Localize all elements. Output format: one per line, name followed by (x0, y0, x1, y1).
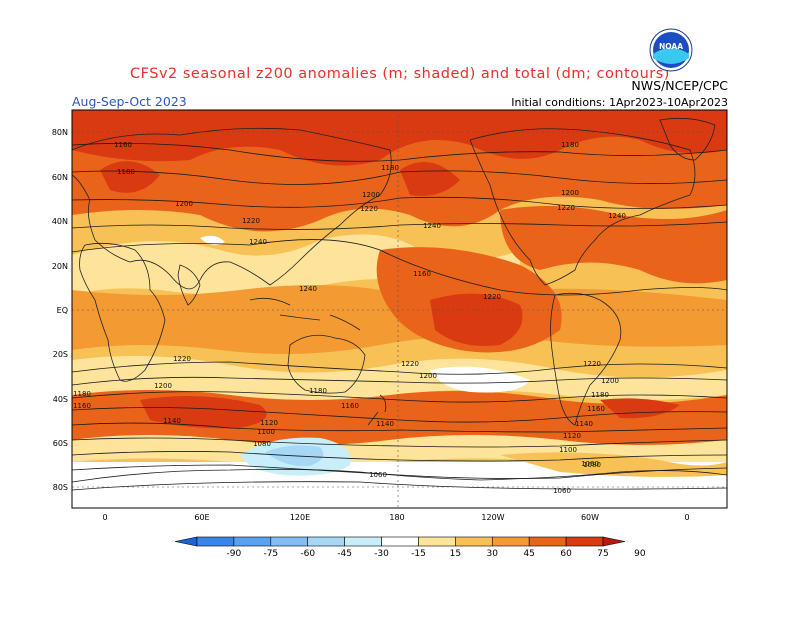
latitude-label: 60N (52, 173, 68, 182)
colorbar-tick-label: 45 (523, 549, 534, 559)
contour-label: 1160 (587, 405, 605, 413)
contour-label: 1220 (557, 204, 575, 212)
colorbar-swatch (196, 536, 235, 547)
contour-label: 1060 (553, 487, 571, 495)
initial-conditions-label: Initial conditions: 1Apr2023-10Apr2023 (511, 96, 728, 109)
contour-label: 1180 (591, 391, 609, 399)
colorbar-swatch (528, 536, 567, 547)
colorbar: -90 -75 -60 -45 -30 -15 15 30 45 60 75 90 (174, 536, 646, 559)
shaded-anomaly-field (72, 110, 727, 508)
latitude-label: 40S (53, 395, 68, 404)
contour-label: 1240 (423, 222, 441, 230)
map-frame (71, 109, 728, 509)
colorbar-swatch (565, 536, 604, 547)
contour-label: 1160 (413, 270, 431, 278)
contour-label: 1240 (299, 285, 317, 293)
colorbar-max-arrow (602, 536, 626, 547)
page-title: CFSv2 seasonal z200 anomalies (m; shaded… (130, 66, 670, 82)
noaa-logo-icon: NOAA (649, 28, 693, 72)
longitude-label: 0 (684, 513, 689, 522)
longitude-label: 60E (194, 513, 209, 522)
contour-label: 1240 (608, 212, 626, 220)
continent-outlines (72, 117, 727, 483)
contour-label: 1120 (260, 419, 278, 427)
contour-label: 1120 (563, 432, 581, 440)
contour-label: 1200 (419, 372, 437, 380)
height-contours (72, 142, 727, 491)
colorbar-swatch (307, 536, 345, 547)
colorbar-tick-label: -60 (300, 549, 315, 559)
contour-label: 1060 (581, 460, 599, 468)
colorbar-tick-label: 15 (450, 549, 461, 559)
contour-label: 1180 (381, 164, 399, 172)
contour-label: 1220 (360, 205, 378, 213)
contour-label: 1220 (173, 355, 191, 363)
contour-label: 1140 (163, 417, 181, 425)
contour-label: 1220 (242, 217, 260, 225)
contour-label-layer: 1160118012001220124012401220118012001220… (73, 141, 626, 495)
colorbar-tick-label: -30 (374, 549, 389, 559)
contour-label: 1180 (561, 141, 579, 149)
colorbar-swatch (418, 536, 456, 547)
contour-label: 1060 (369, 471, 387, 479)
colorbar-tick-label: -45 (337, 549, 352, 559)
contour-label: 1200 (362, 191, 380, 199)
contour-label: 1100 (257, 428, 275, 436)
colorbar-swatch (344, 536, 382, 547)
latitude-label: EQ (57, 306, 68, 315)
colorbar-min-arrow (174, 536, 198, 547)
colorbar-tick-label: -75 (263, 549, 278, 559)
latitude-label: 80N (52, 128, 68, 137)
period-label: Aug-Sep-Oct 2023 (72, 94, 187, 109)
colorbar-tick-label: 90 (634, 549, 646, 559)
contour-label: 1240 (249, 238, 267, 246)
latitude-labels: 80N 60N 40N 20N EQ 20S 40S 60S 80S (52, 128, 68, 492)
contour-label: 1220 (401, 360, 419, 368)
contour-label: 1200 (601, 377, 619, 385)
contour-label: 1160 (341, 402, 359, 410)
latitude-label: 20S (53, 350, 68, 359)
longitude-label: 60W (581, 513, 599, 522)
contour-label: 1140 (376, 420, 394, 428)
colorbar-tick-label: 60 (560, 549, 572, 559)
longitude-label: 180 (389, 513, 404, 522)
longitude-label: 120W (481, 513, 504, 522)
contour-label: 1220 (483, 293, 501, 301)
contour-label: 1140 (575, 420, 593, 428)
contour-label: 1160 (114, 141, 132, 149)
agency-label: NWS/NCEP/CPC (631, 78, 728, 93)
colorbar-tick-label: -90 (227, 549, 242, 559)
latitude-label: 80S (53, 483, 68, 492)
contour-label: 1100 (559, 446, 577, 454)
latitude-label: 20N (52, 262, 68, 271)
contour-label: 1200 (561, 189, 579, 197)
contour-label: 1180 (73, 390, 91, 398)
colorbar-swatch (381, 536, 419, 547)
colorbar-swatch (233, 536, 272, 547)
colorbar-tick-label: 75 (597, 549, 608, 559)
contour-label: 1220 (583, 360, 601, 368)
contour-label: 1200 (154, 382, 172, 390)
longitude-label: 0 (102, 513, 107, 522)
contour-label: 1180 (309, 387, 327, 395)
longitude-label: 120E (290, 513, 310, 522)
colorbar-tick-label: 30 (487, 549, 499, 559)
contour-label: 1180 (117, 168, 135, 176)
contour-label: 1080 (253, 440, 271, 448)
contour-label: 1160 (73, 402, 91, 410)
contour-label: 1080 (583, 461, 601, 469)
latitude-label: 60S (53, 439, 68, 448)
colorbar-swatch (270, 536, 309, 547)
latitude-label: 40N (52, 217, 68, 226)
contour-label: 1200 (175, 200, 193, 208)
graticule (72, 110, 727, 508)
colorbar-swatch (491, 536, 530, 547)
colorbar-swatch (455, 536, 493, 547)
svg-text:NOAA: NOAA (659, 42, 683, 51)
longitude-labels: 0 60E 120E 180 120W 60W 0 (102, 513, 689, 522)
colorbar-tick-label: -15 (411, 549, 426, 559)
